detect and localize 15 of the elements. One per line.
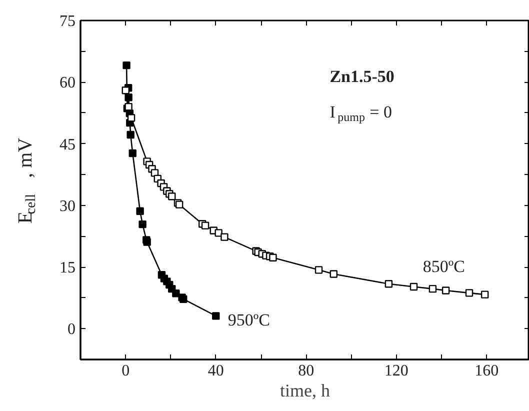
x-tick-label: 80 [298, 362, 314, 380]
y-tick-label: 30 [60, 198, 76, 215]
series-label: 950ºC [228, 310, 270, 330]
y-tick-label: 60 [60, 74, 76, 92]
y-tick-label: 45 [60, 136, 76, 154]
x-tick-label: 40 [208, 362, 224, 380]
x-axis-title: time, h [280, 380, 330, 400]
annotation: Zn1.5-50 [330, 66, 394, 86]
y-tick-label: 75 [60, 13, 76, 30]
y-tick-label: 15 [60, 260, 76, 277]
x-tick-label: 120 [384, 362, 408, 380]
x-tick-label: 0 [122, 362, 130, 380]
x-tick-label: 160 [474, 362, 499, 380]
series-label: 850ºC [422, 257, 465, 276]
y-tick-label: 0 [68, 321, 76, 338]
